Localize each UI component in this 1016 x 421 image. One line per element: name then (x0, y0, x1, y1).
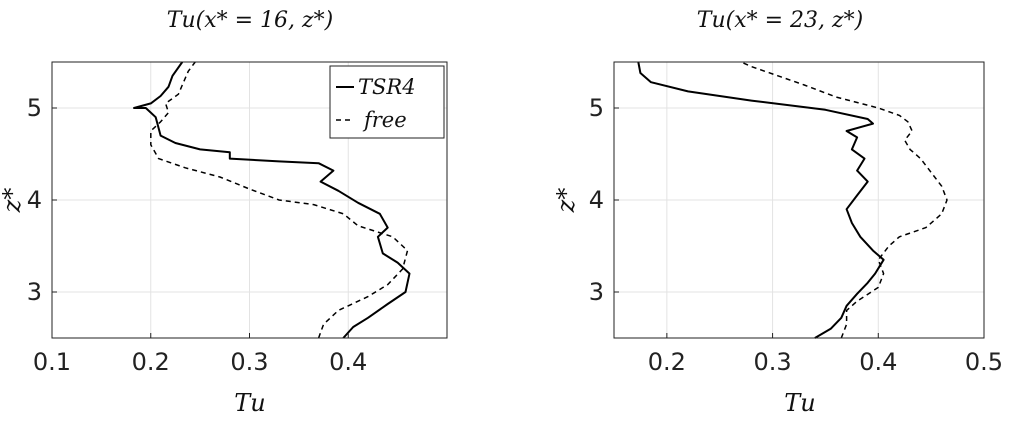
legend-label-tsr4: TSR4 (358, 75, 416, 99)
panel-left-xlabel: Tu (234, 389, 265, 417)
x-tick-label: 0.5 (965, 348, 1003, 376)
x-tick-label: 0.3 (753, 348, 791, 376)
y-tick-label: 3 (27, 278, 42, 306)
legend: TSR4 free (329, 65, 445, 139)
panel-left-series (133, 61, 411, 339)
legend-box (329, 65, 445, 139)
x-tick-label: 0.2 (648, 348, 686, 376)
legend-label-free: free (362, 108, 407, 132)
series-line-free (740, 61, 948, 339)
series-line-tsr4 (133, 61, 411, 339)
panel-right-ticks: 0.2 0.3 0.4 0.5 3 4 5 (589, 94, 1003, 376)
panel-right-grid (614, 62, 985, 338)
panel-left-ticks: 0.1 0.2 0.3 0.4 3 4 5 (27, 94, 368, 376)
panel-left-ylabel: z* (0, 188, 26, 214)
x-tick-label: 0.4 (329, 348, 367, 376)
panel-right: Tu(x* = 23, z*) 0.2 0.3 0.4 0.5 3 4 5 Tu z* (552, 8, 1003, 417)
x-tick-label: 0.2 (132, 348, 170, 376)
x-tick-label: 0.1 (33, 348, 71, 376)
y-tick-label: 5 (27, 94, 42, 122)
y-tick-label: 4 (589, 186, 604, 214)
x-tick-label: 0.4 (859, 348, 897, 376)
panel-right-ylabel: z* (552, 188, 580, 214)
panel-right-title: Tu(x* = 23, z*) (697, 8, 863, 33)
panel-left: Tu(x* = 16, z*) 0.1 0.2 0.3 0.4 3 4 5 Tu z* TS… (0, 8, 448, 417)
y-tick-label: 3 (589, 278, 604, 306)
y-tick-label: 4 (27, 186, 42, 214)
panel-left-title: Tu(x* = 16, z*) (167, 8, 333, 33)
panel-right-series (637, 61, 948, 339)
panel-right-xlabel: Tu (784, 389, 815, 417)
x-tick-label: 0.3 (230, 348, 268, 376)
series-line-tsr4 (637, 61, 885, 339)
y-tick-label: 5 (589, 94, 604, 122)
series-line-free (150, 61, 409, 339)
